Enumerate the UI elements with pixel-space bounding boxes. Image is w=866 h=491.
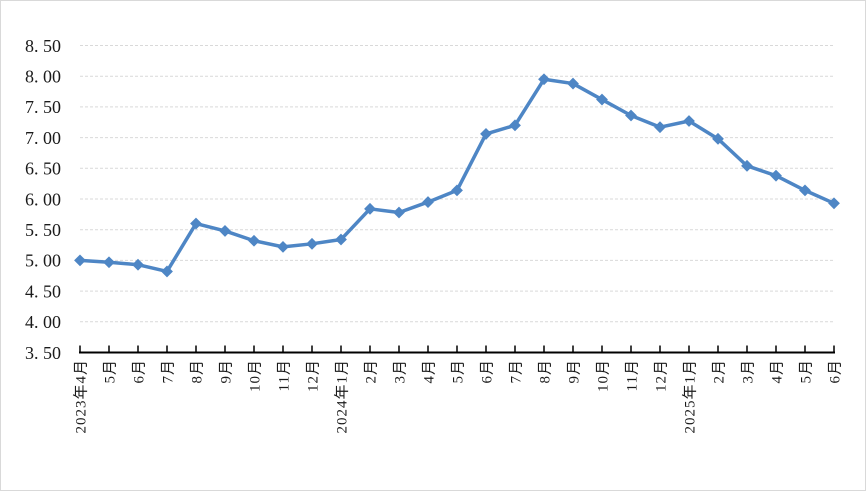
x-axis-tick-label: 4月 bbox=[421, 359, 437, 384]
data-point-marker bbox=[828, 197, 840, 210]
data-point-marker bbox=[683, 115, 695, 127]
x-axis-tick-label: 6月 bbox=[479, 359, 495, 384]
x-axis-tick-label: 6月 bbox=[827, 359, 843, 384]
series-line bbox=[78, 77, 836, 274]
x-axis-tick-label: 2025年1月 bbox=[681, 359, 698, 434]
data-point-marker bbox=[190, 217, 202, 230]
data-point-marker bbox=[625, 109, 637, 122]
x-axis-tick-label: 11月 bbox=[276, 359, 292, 391]
data-point-marker bbox=[538, 73, 550, 86]
x-axis-tick-label: 2023年4月 bbox=[72, 359, 89, 434]
data-point-marker bbox=[654, 121, 666, 134]
x-axis-tick-label: 8月 bbox=[537, 359, 553, 384]
data-point-marker bbox=[567, 77, 579, 90]
data-point-marker bbox=[741, 159, 753, 172]
x-axis-tick-label: 4月 bbox=[769, 359, 785, 384]
data-point-marker bbox=[74, 254, 86, 267]
y-axis-tick-label: 6. 00 bbox=[25, 189, 61, 209]
y-axis-tick-label: 7. 50 bbox=[25, 97, 61, 117]
data-point-marker bbox=[335, 233, 347, 246]
y-axis-tick-label: 5. 00 bbox=[25, 251, 61, 271]
x-axis-tick-label: 6月 bbox=[131, 359, 147, 384]
data-point-marker bbox=[712, 132, 724, 145]
y-axis-tick-label: 8. 00 bbox=[25, 67, 61, 87]
x-axis-tick-label: 12月 bbox=[305, 359, 321, 392]
data-point-marker bbox=[103, 256, 115, 269]
x-axis-tick-label: 8月 bbox=[189, 359, 205, 384]
data-point-marker bbox=[770, 169, 782, 182]
y-axis-tick-label: 8. 50 bbox=[25, 36, 61, 56]
y-axis-tick-label: 7. 00 bbox=[25, 128, 61, 148]
x-axis-tick-label: 2月 bbox=[711, 359, 727, 384]
x-axis-tick-label: 5月 bbox=[102, 359, 118, 384]
x-axis-tick-label: 9月 bbox=[566, 359, 582, 384]
data-point-marker bbox=[509, 119, 521, 132]
x-axis-tick-label: 7月 bbox=[160, 359, 176, 384]
x-axis-tick-label: 11月 bbox=[624, 359, 640, 391]
data-point-marker bbox=[480, 128, 492, 140]
data-point-marker bbox=[161, 265, 173, 278]
x-axis-tick-label: 10月 bbox=[247, 359, 263, 392]
x-axis-tick-label: 3月 bbox=[740, 359, 756, 384]
data-point-marker bbox=[277, 240, 289, 253]
data-point-marker bbox=[451, 184, 463, 197]
x-axis-tick-label: 5月 bbox=[798, 359, 814, 384]
x-axis-tick-label: 12月 bbox=[653, 359, 669, 392]
data-point-marker bbox=[596, 93, 608, 106]
x-axis-tick-label: 9月 bbox=[218, 359, 234, 384]
y-axis-tick-label: 6. 50 bbox=[25, 159, 61, 179]
x-axis-tick-label: 5月 bbox=[450, 359, 466, 384]
data-point-marker bbox=[306, 237, 318, 250]
x-axis-tick-label: 10月 bbox=[595, 359, 611, 392]
data-point-marker bbox=[248, 234, 260, 247]
data-point-marker bbox=[393, 206, 405, 219]
y-axis-tick-label: 4. 00 bbox=[25, 312, 61, 332]
data-point-marker bbox=[422, 196, 434, 208]
y-axis-tick-label: 3. 50 bbox=[25, 343, 61, 363]
data-point-marker bbox=[364, 202, 376, 215]
y-axis-tick-label: 4. 50 bbox=[25, 281, 61, 301]
x-axis-tick-label: 3月 bbox=[392, 359, 408, 384]
x-axis-tick-label: 7月 bbox=[508, 359, 524, 384]
y-axis-tick-label: 5. 50 bbox=[25, 220, 61, 240]
x-axis-tick-label: 2月 bbox=[363, 359, 379, 384]
data-point-marker bbox=[799, 184, 811, 197]
x-axis-tick-label: 2024年1月 bbox=[333, 359, 350, 434]
data-point-marker bbox=[132, 258, 144, 271]
data-point-marker bbox=[219, 225, 231, 237]
